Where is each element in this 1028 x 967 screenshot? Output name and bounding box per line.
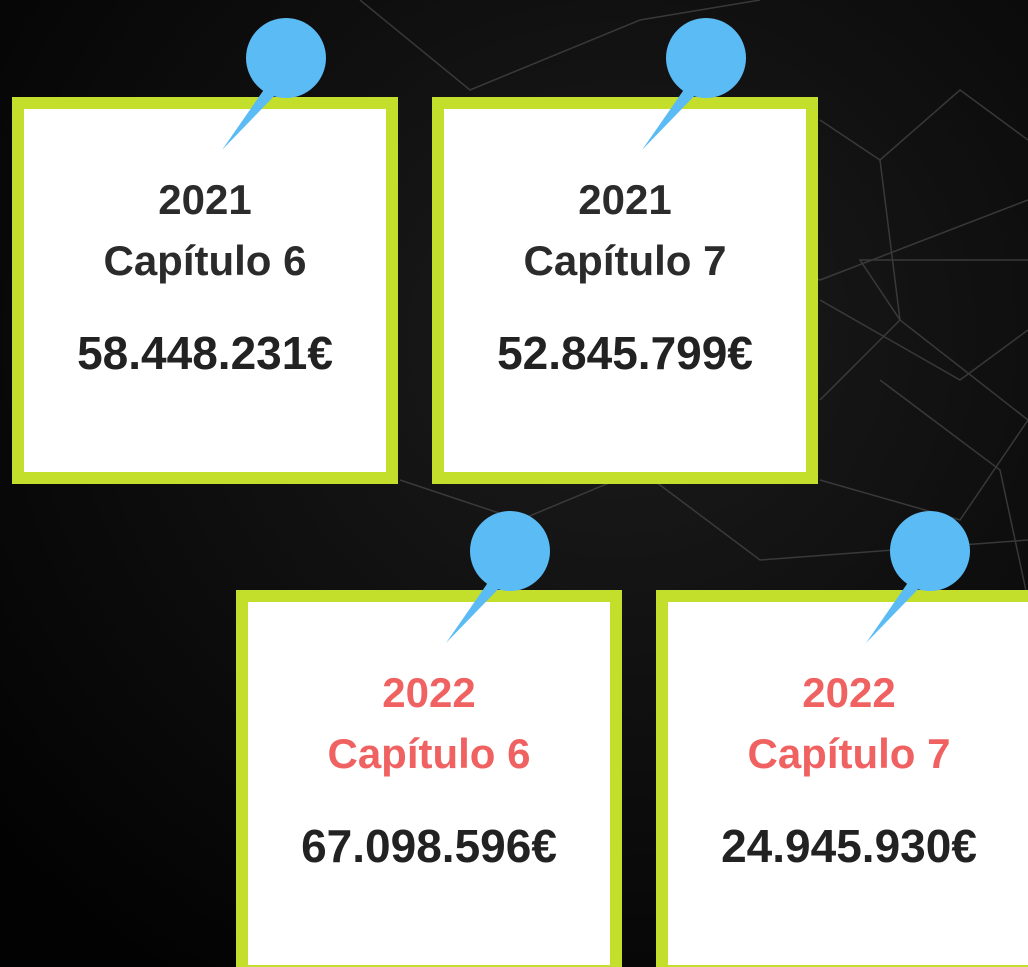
- pin-needle: [642, 78, 702, 150]
- card-chapter: Capítulo 6: [327, 730, 530, 777]
- card-box: [236, 590, 622, 967]
- card: 2022 Capítulo 6 67.098.596€: [236, 511, 622, 967]
- pin-needle: [446, 571, 506, 643]
- pin-head: [470, 511, 550, 591]
- card: 2021 Capítulo 6 58.448.231€: [12, 18, 398, 484]
- card-year: 2021: [158, 176, 251, 223]
- pin-head: [890, 511, 970, 591]
- card-year: 2022: [802, 669, 895, 716]
- card-amount: 58.448.231€: [77, 327, 333, 379]
- card-chapter: Capítulo 7: [747, 730, 950, 777]
- pin-needle: [866, 571, 926, 643]
- card-year: 2021: [578, 176, 671, 223]
- pin-head: [246, 18, 326, 98]
- card-chapter: Capítulo 7: [523, 237, 726, 284]
- card: 2022 Capítulo 7 24.945.930€: [656, 511, 1028, 967]
- card-chapter: Capítulo 6: [103, 237, 306, 284]
- card-box: [12, 97, 398, 484]
- card-amount: 67.098.596€: [301, 820, 557, 872]
- card-box: [432, 97, 818, 484]
- card-amount: 52.845.799€: [497, 327, 753, 379]
- card: 2021 Capítulo 7 52.845.799€: [432, 18, 818, 484]
- card-year: 2022: [382, 669, 475, 716]
- card-box: [656, 590, 1028, 967]
- pin-needle: [222, 78, 282, 150]
- card-amount: 24.945.930€: [721, 820, 977, 872]
- pin-head: [666, 18, 746, 98]
